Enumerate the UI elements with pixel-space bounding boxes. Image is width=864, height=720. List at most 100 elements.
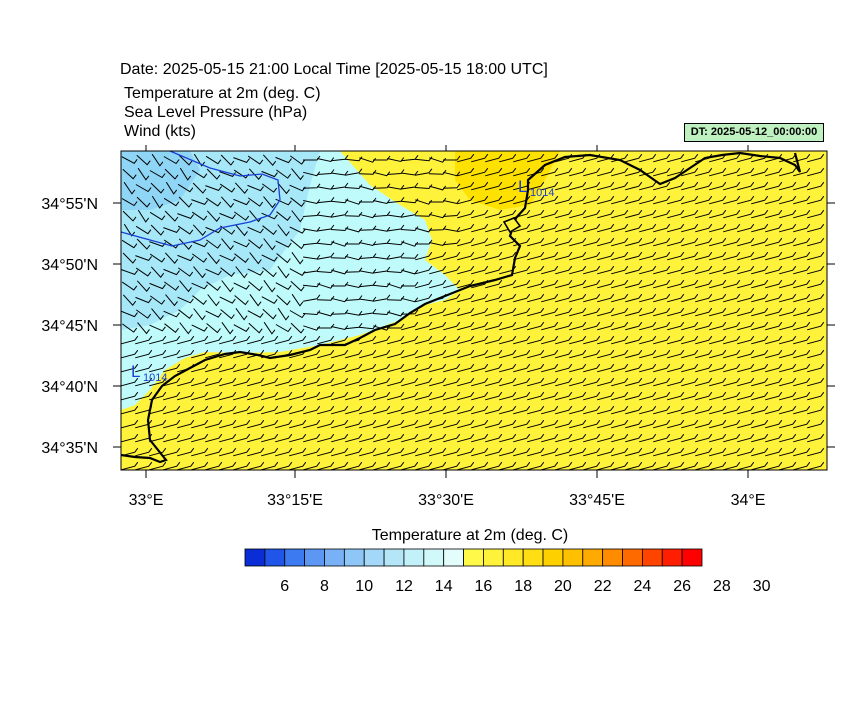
wind-barb bbox=[193, 308, 206, 321]
wind-barb bbox=[415, 227, 433, 233]
wind-barb bbox=[527, 251, 545, 261]
wind-barb bbox=[639, 419, 657, 429]
wind-barb bbox=[667, 223, 685, 233]
wind-barb bbox=[290, 239, 305, 250]
wind-barb bbox=[779, 335, 797, 345]
wind-barb bbox=[290, 322, 305, 334]
wind-barb bbox=[499, 377, 517, 387]
wind-barb bbox=[695, 209, 713, 219]
wind-barb bbox=[233, 157, 250, 163]
wind-barb bbox=[221, 280, 234, 293]
wind-barb bbox=[205, 363, 223, 373]
wind-barb bbox=[191, 391, 209, 401]
wind-barb bbox=[177, 461, 195, 470]
wind-barb bbox=[625, 405, 643, 415]
wind-barb bbox=[316, 295, 335, 301]
wind-barb bbox=[415, 461, 433, 470]
wind-barb bbox=[751, 363, 769, 373]
wind-barb bbox=[779, 447, 797, 457]
wind-barb bbox=[583, 321, 601, 331]
wind-barb bbox=[121, 405, 139, 415]
wind-barb bbox=[499, 447, 517, 457]
wind-barb bbox=[807, 237, 825, 247]
wind-barb bbox=[583, 433, 601, 443]
wind-barb bbox=[611, 377, 629, 387]
wind-barb bbox=[625, 293, 643, 303]
wind-barb bbox=[681, 223, 699, 233]
wind-barb bbox=[442, 183, 461, 189]
wind-barb bbox=[359, 241, 377, 247]
wind-barb bbox=[247, 226, 264, 234]
wind-barb bbox=[275, 433, 293, 443]
wind-barb bbox=[485, 349, 503, 359]
wind-barb bbox=[276, 169, 292, 179]
wind-barb bbox=[793, 223, 811, 233]
wind-barb bbox=[331, 297, 349, 303]
wind-barb bbox=[527, 237, 545, 247]
wind-barb bbox=[499, 307, 517, 317]
wind-barb bbox=[807, 461, 825, 470]
wind-barb bbox=[135, 296, 152, 304]
wind-barb bbox=[695, 265, 713, 275]
wind-barb bbox=[359, 197, 377, 203]
wind-barb bbox=[667, 279, 685, 289]
colorbar-box bbox=[483, 548, 504, 567]
wind-barb bbox=[751, 419, 769, 429]
wind-barb bbox=[219, 391, 237, 401]
wind-barb bbox=[401, 269, 419, 275]
wind-barb bbox=[555, 293, 573, 303]
wind-barb bbox=[234, 253, 249, 264]
wind-barb bbox=[681, 363, 699, 373]
wind-barb bbox=[513, 335, 531, 345]
wind-barb bbox=[709, 195, 727, 205]
wind-barb bbox=[681, 181, 699, 191]
wind-barb bbox=[330, 309, 349, 315]
wind-barb bbox=[737, 447, 755, 457]
wind-barb bbox=[779, 279, 797, 289]
wind-barb bbox=[386, 169, 405, 175]
wind-barb bbox=[387, 157, 405, 163]
wind-barb bbox=[345, 391, 363, 401]
wind-barb bbox=[401, 405, 419, 415]
wind-barb bbox=[401, 281, 419, 287]
wind-barb bbox=[289, 377, 307, 387]
wind-barb bbox=[233, 433, 251, 443]
lat-label: 34°35'N bbox=[41, 440, 98, 457]
wind-barb bbox=[331, 349, 349, 359]
wind-barb bbox=[737, 293, 755, 303]
wind-barb bbox=[289, 391, 307, 401]
wind-barb bbox=[639, 195, 657, 205]
colorbar-box bbox=[343, 548, 365, 567]
wind-barb bbox=[583, 419, 601, 429]
wind-barb bbox=[373, 199, 391, 205]
wind-barb bbox=[667, 153, 685, 163]
wind-barb bbox=[765, 293, 783, 303]
wind-barb bbox=[541, 377, 559, 387]
wind-barb bbox=[555, 363, 573, 373]
wind-barb bbox=[275, 447, 293, 457]
wind-barb bbox=[177, 349, 195, 359]
wind-barb bbox=[513, 391, 531, 401]
colorbar-box bbox=[304, 548, 325, 567]
wind-barb bbox=[667, 377, 685, 387]
colorbar-tick-label: 10 bbox=[355, 578, 373, 595]
wind-barb bbox=[541, 293, 559, 303]
wind-barb bbox=[233, 419, 251, 429]
wind-barb bbox=[331, 405, 349, 415]
wind-barb bbox=[499, 167, 517, 177]
wind-barb bbox=[263, 280, 276, 293]
wind-barb bbox=[681, 321, 699, 331]
wind-barb bbox=[597, 307, 615, 317]
wind-barb bbox=[765, 405, 783, 415]
wind-barb bbox=[262, 225, 277, 236]
wind-barb bbox=[611, 307, 629, 317]
wind-barb bbox=[485, 391, 503, 401]
wind-barb bbox=[793, 265, 811, 275]
wind-barb bbox=[191, 405, 209, 415]
wind-barb bbox=[457, 419, 475, 429]
wind-barb bbox=[177, 183, 194, 193]
wind-barb bbox=[793, 167, 811, 177]
wind-barb bbox=[667, 265, 685, 275]
wind-barb bbox=[247, 405, 265, 415]
wind-barb bbox=[779, 433, 797, 443]
